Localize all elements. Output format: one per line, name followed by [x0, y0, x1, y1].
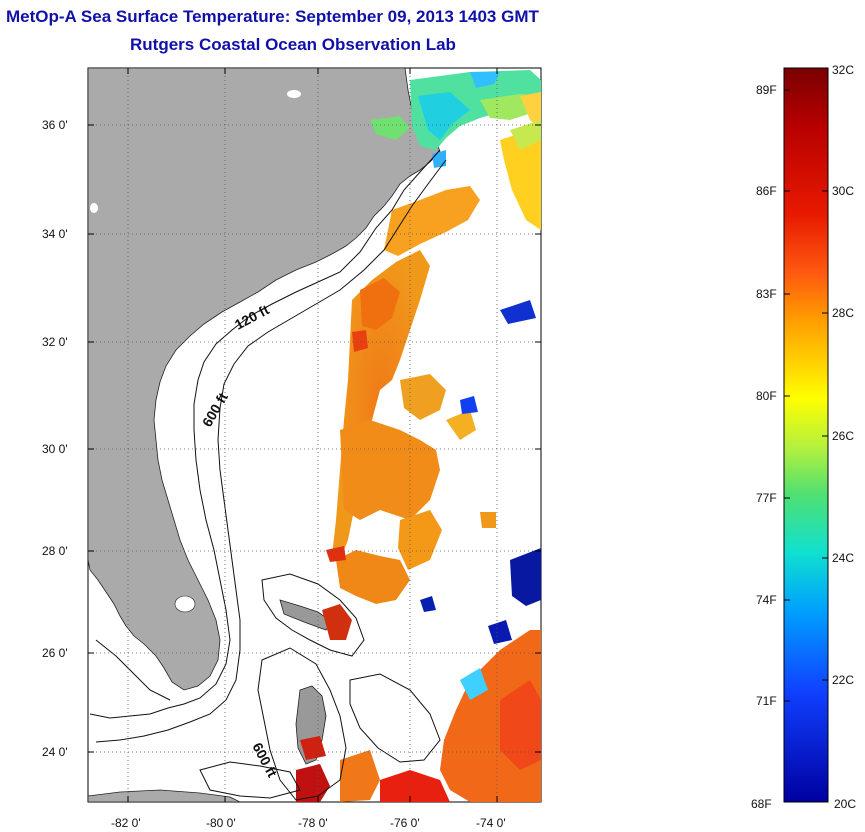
- colorbar-f-label: 77F: [756, 491, 777, 505]
- lake: [90, 203, 98, 213]
- colorbar-f-label: 71F: [756, 694, 777, 708]
- colorbar-f-label: 80F: [756, 389, 777, 403]
- colorbar-f-label: 74F: [756, 593, 777, 607]
- colorbar-c-label: 24C: [832, 551, 854, 565]
- colorbar-f-label: 68F: [751, 797, 772, 811]
- lat-axis: [88, 124, 541, 753]
- contour-keys: [95, 639, 171, 701]
- lat-label: 24 0': [42, 745, 68, 759]
- lon-label: -82 0': [111, 816, 141, 830]
- colorbar-c-label: 30C: [832, 184, 854, 198]
- lat-label: 26 0': [42, 646, 68, 660]
- colorbar: [783, 67, 829, 803]
- lat-label: 36 0': [42, 118, 68, 132]
- sst-data: [296, 70, 541, 802]
- lat-label: 34 0': [42, 227, 68, 241]
- contour-cuba: [199, 761, 301, 799]
- lon-label: -80 0': [206, 816, 236, 830]
- map-title: MetOp-A Sea Surface Temperature: Septemb…: [6, 7, 539, 26]
- colorbar-c-label: 26C: [832, 429, 854, 443]
- colorbar-f-label: 86F: [756, 184, 777, 198]
- contour-bahamas-3: [349, 673, 441, 763]
- colorbar-c-label: 22C: [832, 673, 854, 687]
- lon-axis: [127, 68, 498, 802]
- colorbar-c-label: 32C: [832, 63, 854, 77]
- lat-label: 28 0': [42, 544, 68, 558]
- colorbar-c-label: 28C: [832, 306, 854, 320]
- lake: [287, 90, 301, 98]
- contour-600ft: [95, 159, 447, 743]
- lon-label: -76 0': [390, 816, 420, 830]
- contour-120ft: [89, 149, 441, 719]
- colorbar-ticks: [784, 89, 828, 702]
- cuba-coast: [88, 789, 241, 802]
- colorbar-f-label: 83F: [756, 287, 777, 301]
- lon-label: -78 0': [298, 816, 328, 830]
- lat-label: 30 0': [42, 442, 68, 456]
- lon-label: -74 0': [476, 816, 506, 830]
- colorbar-c-label: 20C: [834, 797, 856, 811]
- land-mass: [88, 68, 441, 691]
- map-subtitle: Rutgers Coastal Ocean Observation Lab: [130, 35, 456, 54]
- lake-okeechobee: [174, 595, 196, 613]
- lat-label: 32 0': [42, 335, 68, 349]
- colorbar-f-label: 89F: [756, 83, 777, 97]
